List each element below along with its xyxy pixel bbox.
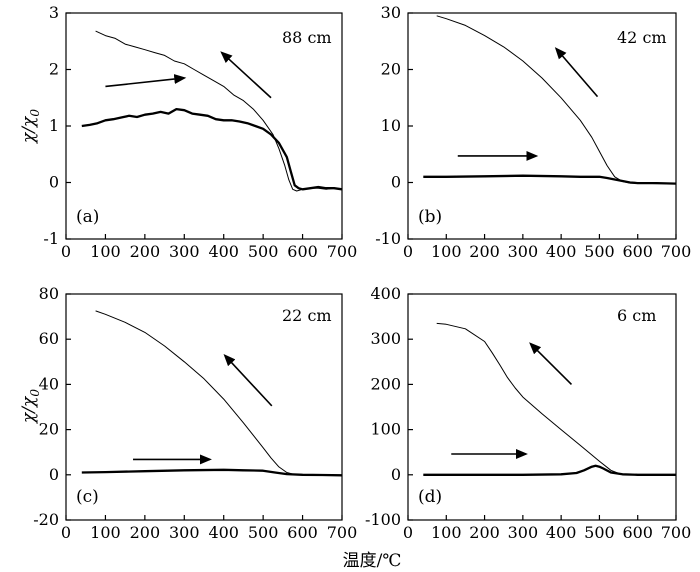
panel-b-cooling-curve	[436, 15, 676, 185]
panel-d: 0 100 200 300 400 500 600 700-1000100200300400(…	[365, 284, 691, 542]
panel-d-x-tick-label: 600	[622, 523, 653, 542]
panel-a-y-tick-label: 1	[49, 116, 59, 135]
panel-a-y-axis-label: χ/χ0	[19, 109, 42, 144]
panel-b-x-tick-label: 700	[661, 242, 692, 261]
panel-d-y-tick-label: 0	[391, 465, 401, 484]
panel-a-x-tick-label: 0	[61, 242, 71, 261]
panel-b-heating-curve	[423, 174, 677, 185]
panel-c-x-tick-label: 200	[130, 523, 161, 542]
panel-d-x-tick-label: 200	[469, 523, 500, 542]
panel-c-depth-label: 22 cm	[282, 306, 332, 325]
panel-b-x-tick-label: 500	[584, 242, 615, 261]
panel-a-y-tick-label: -1	[43, 229, 59, 248]
x-axis-label: 温度/℃	[343, 551, 402, 571]
panel-c-x-tick-label: 100	[90, 523, 121, 542]
panel-c-frame	[65, 293, 343, 521]
panel-c-label: (c)	[76, 487, 99, 507]
panel-a-y-tick-label: 3	[49, 3, 59, 22]
panel-a-x-tick-label: 500	[248, 242, 279, 261]
panel-a-x-tick-label: 600	[287, 242, 318, 261]
panel-b-x-tick-label: 0	[403, 242, 413, 261]
panel-c-x-tick-label: 500	[248, 523, 279, 542]
panel-c-x-tick-label: 700	[327, 523, 358, 542]
panel-a-x-tick-label: 700	[327, 242, 358, 261]
panel-d-y-tick-label: -100	[365, 510, 401, 529]
panel-a-y-tick-label: 0	[49, 173, 59, 192]
panel-a-cooling-curve	[95, 30, 343, 192]
panel-c-x-tick-label: 0	[61, 523, 71, 542]
panel-b-x-tick-label: 300	[508, 242, 539, 261]
panel-d-heating-curve	[423, 464, 676, 476]
panel-d-y-tick-label: 400	[370, 284, 401, 303]
panel-a-cooling-arrow	[220, 51, 272, 99]
panel-b-y-tick-label: 20	[381, 60, 401, 79]
panel-b-y-tick-label: 30	[381, 3, 401, 22]
panel-c-y-axis-label-sub: 0	[28, 389, 42, 397]
panel-a-heating-arrow	[105, 74, 187, 88]
panel-b-y-tick-label: -10	[375, 229, 401, 248]
panel-b-x-tick-label: 100	[431, 242, 462, 261]
panel-b-y-tick-label: 10	[381, 116, 401, 135]
panel-c-x-tick-label: 400	[208, 523, 239, 542]
panel-a-label: (a)	[76, 207, 99, 227]
panel-c-y-axis-label: χ/χ0	[19, 389, 42, 424]
panel-a-x-tick-label: 300	[169, 242, 200, 261]
panel-d-x-tick-label: 300	[508, 523, 539, 542]
panel-c-y-tick-label: 0	[49, 465, 59, 484]
panel-d-cooling-curve	[436, 322, 676, 476]
panel-d-cooling-arrow	[529, 342, 573, 385]
panel-a-heating-curve	[81, 107, 343, 191]
panel-d-y-tick-label: 200	[370, 374, 401, 393]
panel-c-y-tick-label: 60	[39, 329, 59, 348]
panel-c-y-tick-label: 40	[39, 374, 59, 393]
panel-b-depth-label: 42 cm	[617, 28, 667, 47]
panel-d-y-tick-label: 100	[370, 420, 401, 439]
panel-b-x-tick-label: 600	[622, 242, 653, 261]
panel-c-x-tick-label: 300	[169, 523, 200, 542]
panel-a-y-tick-label: 2	[49, 60, 59, 79]
panel-b-x-tick-label: 400	[546, 242, 577, 261]
panel-b-y-tick-label: 0	[391, 173, 401, 192]
panel-a-depth-label: 88 cm	[282, 28, 332, 47]
panel-c-cooling-arrow	[223, 354, 273, 407]
panel-c-heating-curve	[81, 468, 343, 477]
panel-d-label: (d)	[418, 487, 442, 507]
panel-a-x-tick-label: 400	[208, 242, 239, 261]
panel-a-x-tick-label: 200	[130, 242, 161, 261]
panel-b-label: (b)	[418, 207, 442, 227]
panel-c-cooling-curve	[95, 310, 343, 476]
panel-d-x-tick-label: 500	[584, 523, 615, 542]
panel-c-y-tick-label: 80	[39, 284, 59, 303]
panel-c: 0 100 200 300 400 500 600 700-20020406080(c)22 …	[19, 284, 357, 542]
panel-d-depth-label: 6 cm	[617, 306, 656, 325]
panel-c-y-tick-label: -20	[33, 510, 59, 529]
panel-a-x-tick-label: 100	[90, 242, 121, 261]
panel-d-frame	[407, 293, 677, 521]
panel-d-x-tick-label: 700	[661, 523, 692, 542]
panel-d-x-tick-label: 400	[546, 523, 577, 542]
panel-b-x-tick-label: 200	[469, 242, 500, 261]
panel-d-x-tick-label: 0	[403, 523, 413, 542]
panel-c-x-tick-label: 600	[287, 523, 318, 542]
panel-c-y-tick-label: 20	[39, 420, 59, 439]
panel-d-x-tick-label: 100	[431, 523, 462, 542]
panel-d-y-tick-label: 300	[370, 329, 401, 348]
panel-a-y-axis-label-sub: 0	[28, 109, 42, 117]
panel-b-cooling-arrow	[554, 47, 599, 98]
